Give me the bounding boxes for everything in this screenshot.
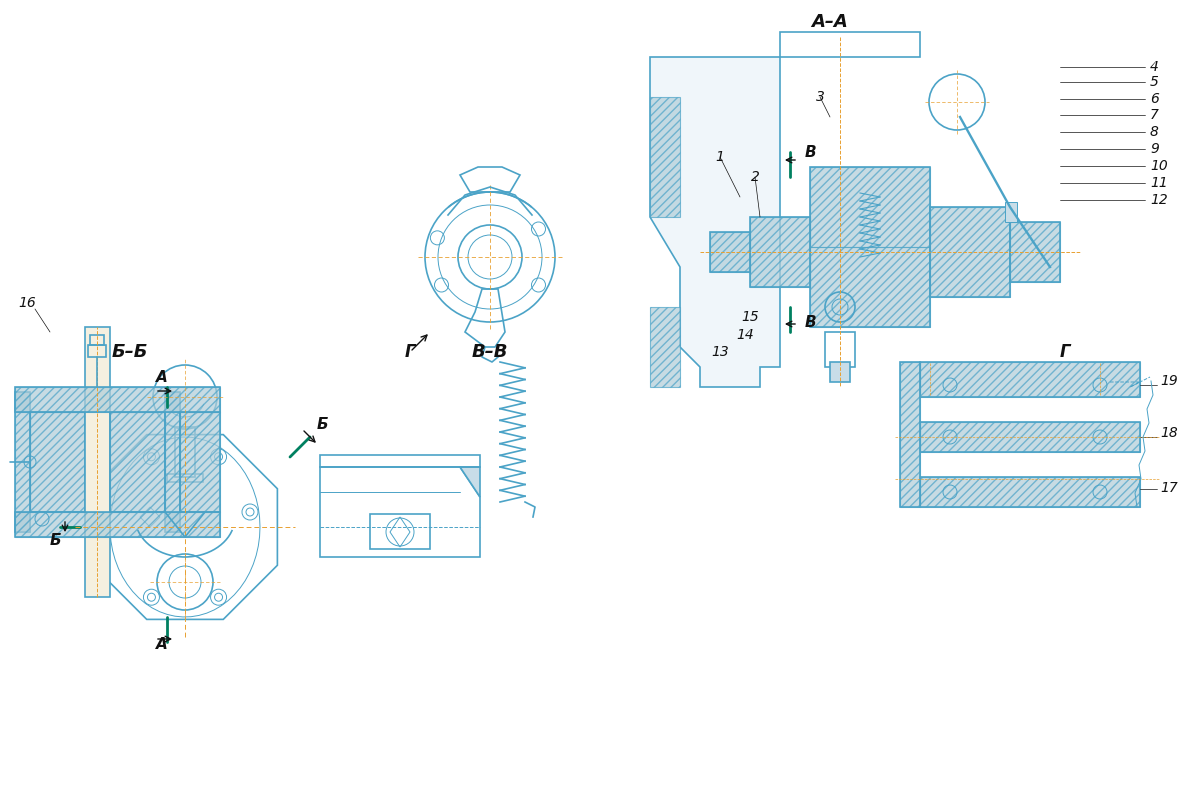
Text: 10: 10 — [1150, 159, 1168, 173]
Bar — [14, 392, 30, 532]
Bar — [900, 362, 920, 507]
Bar — [920, 477, 1140, 507]
Bar — [750, 217, 810, 287]
Bar — [88, 345, 106, 357]
Text: Б: Б — [316, 417, 328, 432]
Text: В–В: В–В — [472, 343, 509, 361]
Bar — [110, 412, 166, 512]
Bar — [920, 362, 1140, 397]
Bar — [826, 332, 854, 367]
Text: 16: 16 — [18, 296, 36, 310]
Text: В: В — [805, 315, 817, 330]
Text: 4: 4 — [1150, 60, 1159, 74]
Bar — [930, 207, 1010, 297]
Polygon shape — [460, 467, 480, 497]
Text: Г: Г — [406, 343, 415, 361]
Bar — [166, 392, 180, 532]
Bar — [920, 422, 1140, 452]
Bar — [780, 32, 920, 57]
Text: 6: 6 — [1150, 92, 1159, 106]
Bar — [85, 327, 110, 597]
Bar — [810, 167, 930, 247]
Text: Б–Б: Б–Б — [112, 343, 149, 361]
Bar — [710, 232, 750, 272]
Text: 7: 7 — [1150, 108, 1159, 122]
Text: 3: 3 — [816, 90, 824, 104]
Polygon shape — [92, 434, 277, 619]
Polygon shape — [650, 57, 780, 387]
Bar — [167, 474, 203, 482]
Text: 13: 13 — [712, 345, 728, 359]
Bar — [14, 512, 220, 537]
Text: 17: 17 — [1160, 481, 1177, 495]
Bar — [1010, 222, 1060, 282]
Text: А: А — [156, 637, 168, 652]
Bar — [30, 412, 85, 512]
Bar — [180, 412, 220, 512]
Text: Б: Б — [49, 533, 61, 548]
Bar — [830, 362, 850, 382]
Bar — [14, 512, 220, 537]
Bar — [110, 412, 166, 512]
Text: 18: 18 — [1160, 426, 1177, 440]
Text: В: В — [805, 145, 817, 160]
Bar — [166, 392, 180, 532]
Bar — [90, 335, 104, 345]
Text: 19: 19 — [1160, 374, 1177, 388]
Bar — [920, 477, 1140, 507]
Text: 8: 8 — [1150, 125, 1159, 139]
Text: А: А — [156, 370, 168, 385]
Text: 1: 1 — [715, 150, 725, 164]
Bar — [175, 427, 194, 477]
Bar — [14, 392, 30, 532]
Text: 9: 9 — [1150, 142, 1159, 156]
Bar — [900, 362, 920, 507]
Bar — [810, 247, 930, 327]
Bar — [930, 207, 1010, 297]
Bar — [320, 455, 480, 467]
Text: 11: 11 — [1150, 176, 1168, 190]
Bar — [1006, 202, 1018, 222]
Bar — [750, 217, 810, 287]
Bar — [180, 412, 220, 512]
Bar — [920, 422, 1140, 452]
Bar — [1010, 222, 1060, 282]
Text: 14: 14 — [736, 328, 754, 342]
Bar — [710, 232, 750, 272]
Bar — [14, 387, 220, 412]
Text: 2: 2 — [750, 170, 760, 184]
Text: А–А: А–А — [811, 13, 848, 31]
Bar — [370, 514, 430, 549]
Text: 12: 12 — [1150, 193, 1168, 207]
Bar — [14, 387, 220, 412]
Bar — [650, 307, 680, 387]
Bar — [810, 167, 930, 327]
Text: Г: Г — [1060, 343, 1070, 361]
Text: 15: 15 — [742, 310, 758, 324]
Bar — [650, 97, 680, 217]
Bar — [920, 362, 1140, 397]
Bar — [30, 412, 85, 512]
Text: 5: 5 — [1150, 75, 1159, 89]
